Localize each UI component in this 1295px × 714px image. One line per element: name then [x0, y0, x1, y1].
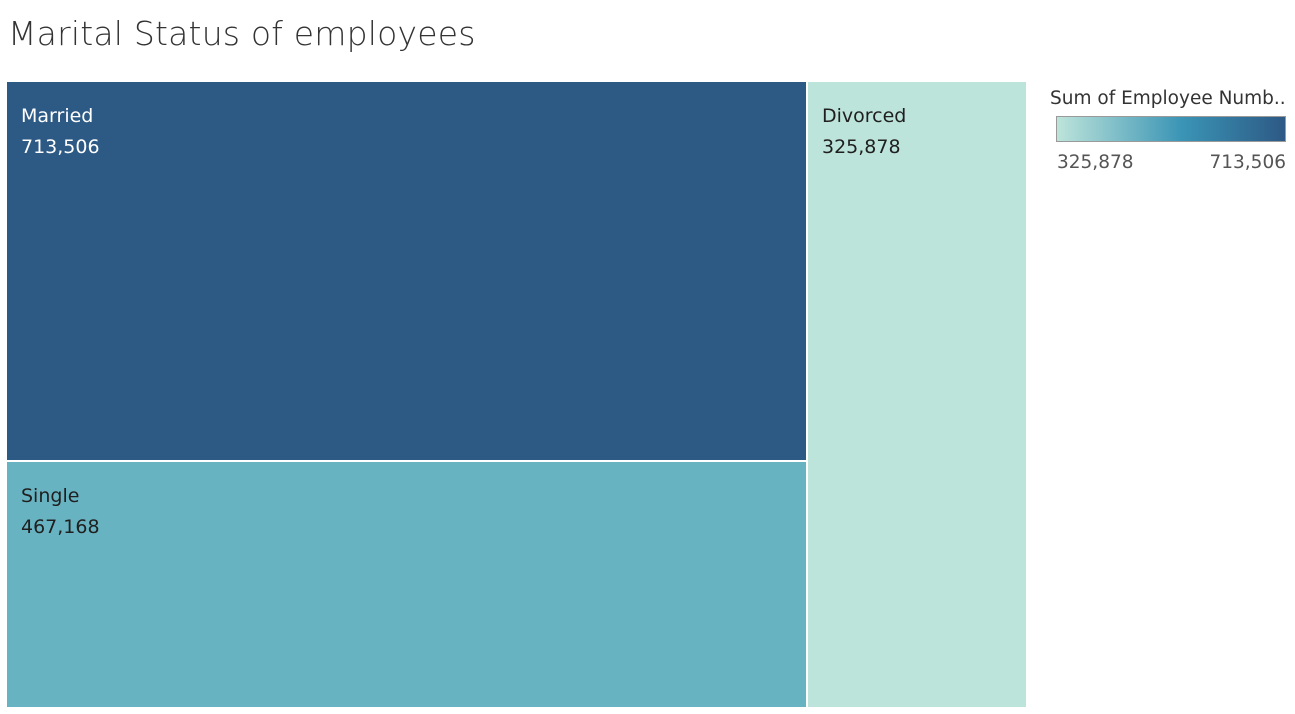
tile-value-label: 325,878 — [822, 136, 901, 158]
tile-category-label: Married — [21, 105, 94, 127]
tile-label: Single 467,168 — [21, 481, 100, 543]
chart-title: Marital Status of employees — [8, 14, 476, 53]
legend-gradient-bar — [1056, 116, 1286, 142]
tile-category-label: Single — [21, 485, 80, 507]
tile-divorced[interactable]: Divorced 325,878 — [808, 82, 1026, 707]
tile-married[interactable]: Married 713,506 — [7, 82, 806, 460]
treemap: Married 713,506 Single 467,168 Divorced 325,8… — [7, 82, 1026, 707]
legend-title: Sum of Employee Numb.. — [1050, 88, 1286, 109]
tile-label: Divorced 325,878 — [822, 101, 906, 163]
tile-value-label: 467,168 — [21, 516, 100, 538]
tile-label: Married 713,506 — [21, 101, 100, 163]
tile-category-label: Divorced — [822, 105, 907, 127]
legend-min-label: 325,878 — [1057, 152, 1134, 173]
legend-max-label: 713,506 — [1209, 152, 1286, 173]
tile-single[interactable]: Single 467,168 — [7, 462, 806, 707]
color-legend: Sum of Employee Numb.. 325,878 713,506 — [1050, 88, 1290, 173]
tile-value-label: 713,506 — [21, 136, 100, 158]
